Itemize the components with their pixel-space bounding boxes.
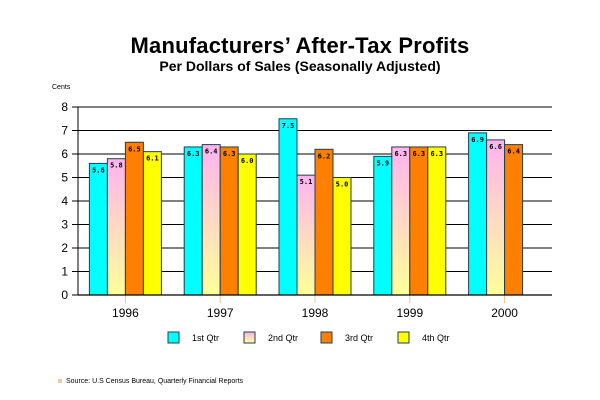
- data-label: 6.3: [223, 150, 236, 158]
- bar-1999-2nd-qtr: [391, 146, 411, 296]
- source-note: Source: U.S Census Bureau, Quarterly Fin…: [58, 378, 244, 385]
- data-label: 6.1: [146, 155, 159, 163]
- y-tick-label: 0: [61, 288, 68, 302]
- data-label: 5.1: [300, 178, 313, 186]
- data-label: 6.0: [241, 157, 254, 165]
- y-axis-label: Cents: [52, 84, 71, 91]
- bar-1999-1st-qtr: [373, 155, 393, 296]
- data-label: 5.6: [92, 166, 105, 174]
- data-label: 6.4: [507, 148, 520, 156]
- chart-title: Manufacturers’ After-Tax Profits: [130, 33, 470, 58]
- legend-swatch: [243, 331, 256, 344]
- data-label: 6.5: [128, 145, 141, 153]
- legend-label: 3rd Qtr: [345, 333, 373, 343]
- y-tick-label: 7: [61, 124, 68, 138]
- bar-1996-4th-qtr: [142, 151, 162, 296]
- data-label: 5.0: [336, 181, 349, 189]
- bar-2000-1st-qtr: [468, 132, 488, 296]
- x-tick-label: 1996: [112, 306, 139, 320]
- data-label: 6.9: [471, 136, 484, 144]
- x-tick-label: 2000: [491, 306, 518, 320]
- y-tick-label: 8: [61, 100, 68, 114]
- data-label: 6.4: [205, 148, 218, 156]
- data-label: 6.6: [489, 143, 502, 151]
- legend: 1st Qtr 2nd Qtr 3rd Qtr 4th Qtr: [167, 331, 450, 344]
- data-label: 6.3: [187, 150, 200, 158]
- data-label: 6.2: [318, 152, 331, 160]
- legend-swatch: [320, 331, 333, 344]
- legend-swatch: [167, 331, 180, 344]
- y-tick-label: 5: [61, 171, 68, 185]
- bar-1997-3rd-qtr: [219, 146, 239, 296]
- legend-label: 2nd Qtr: [268, 333, 298, 343]
- source-bullet-icon: [58, 379, 62, 383]
- bar-1996-2nd-qtr: [106, 158, 126, 296]
- data-label: 6.3: [412, 150, 425, 158]
- data-label: 6.3: [394, 150, 407, 158]
- bar-1998-1st-qtr: [278, 118, 298, 296]
- data-label: 5.9: [376, 159, 389, 167]
- y-tick-label: 2: [61, 241, 68, 255]
- source-text: Source: U.S Census Bureau, Quarterly Fin…: [66, 378, 244, 385]
- y-tick-label: 6: [61, 147, 68, 161]
- bar-2000-3rd-qtr: [504, 144, 524, 296]
- data-label: 6.3: [430, 150, 443, 158]
- chart-subtitle: Per Dollars of Sales (Seasonally Adjuste…: [159, 58, 441, 74]
- bar-1999-4th-qtr: [427, 146, 447, 296]
- bar-1998-3rd-qtr: [314, 148, 334, 296]
- x-tick-label: 1999: [396, 306, 423, 320]
- x-tick-label: 1998: [302, 306, 329, 320]
- legend-label: 4th Qtr: [422, 333, 450, 343]
- legend-swatch: [397, 331, 410, 344]
- bar-1997-4th-qtr: [237, 153, 257, 296]
- bar-1997-2nd-qtr: [201, 144, 221, 296]
- bar-1998-2nd-qtr: [296, 174, 316, 296]
- bar-1998-4th-qtr: [332, 177, 352, 296]
- bar-1996-3rd-qtr: [124, 141, 144, 296]
- legend-label: 1st Qtr: [192, 333, 219, 343]
- y-axis-ticks: 0 1 2 3 4 5 6 7 8: [61, 100, 79, 302]
- bars: 5.6 5.8 6.5 6.1 6.3 6.4 6.3 6.0 7.5 5.1 6.2 5.0 5.9 6…: [88, 118, 524, 296]
- x-axis-ticks: 1996 1997 1998 1999 2000: [78, 294, 552, 320]
- bar-1997-1st-qtr: [183, 146, 203, 296]
- bar-1996-1st-qtr: [88, 162, 108, 296]
- y-tick-label: 3: [61, 218, 68, 232]
- data-label: 5.8: [110, 162, 123, 170]
- y-tick-label: 4: [61, 194, 68, 208]
- x-tick-label: 1997: [207, 306, 234, 320]
- y-tick-label: 1: [61, 265, 68, 279]
- bar-1999-3rd-qtr: [409, 146, 429, 296]
- data-label: 7.5: [282, 122, 295, 130]
- bar-2000-2nd-qtr: [486, 139, 506, 296]
